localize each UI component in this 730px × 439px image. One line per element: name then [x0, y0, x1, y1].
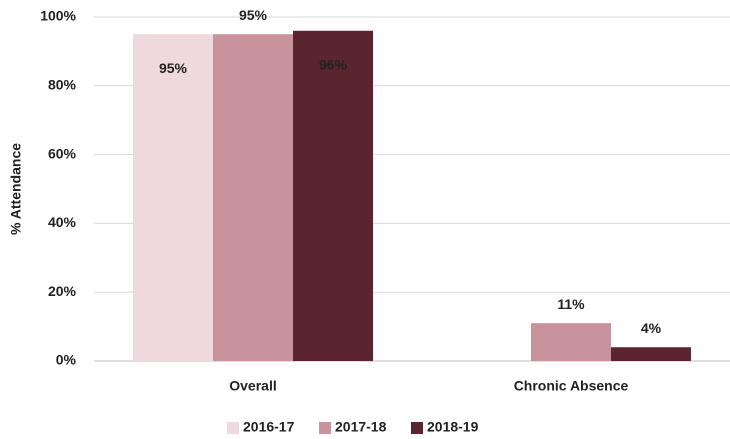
bar: [531, 323, 611, 361]
bar: [213, 34, 293, 361]
legend-label: 2017-18: [335, 419, 387, 435]
bar: [133, 34, 213, 361]
legend-swatch: [227, 422, 239, 434]
data-label: 95%: [239, 7, 268, 23]
y-tick-label: 100%: [40, 8, 76, 24]
y-tick-label: 20%: [48, 283, 77, 299]
legend-label: 2018-19: [427, 419, 479, 435]
legend-swatch: [411, 422, 423, 434]
data-label: 95%: [159, 60, 188, 76]
y-tick-label: 40%: [48, 214, 77, 230]
bar: [293, 30, 373, 361]
x-tick-label: Chronic Absence: [514, 378, 629, 394]
legend-label: 2016-17: [243, 419, 295, 435]
y-tick-label: 60%: [48, 145, 77, 161]
bar: [611, 347, 691, 361]
y-axis-title: % Attendance: [8, 143, 24, 235]
y-tick-label: 80%: [48, 77, 77, 93]
x-tick-label: Overall: [229, 378, 276, 394]
y-tick-label: 0%: [56, 352, 77, 368]
data-label: 4%: [641, 320, 662, 336]
legend-swatch: [319, 422, 331, 434]
data-label: 11%: [557, 296, 585, 312]
data-label: 96%: [319, 56, 348, 72]
